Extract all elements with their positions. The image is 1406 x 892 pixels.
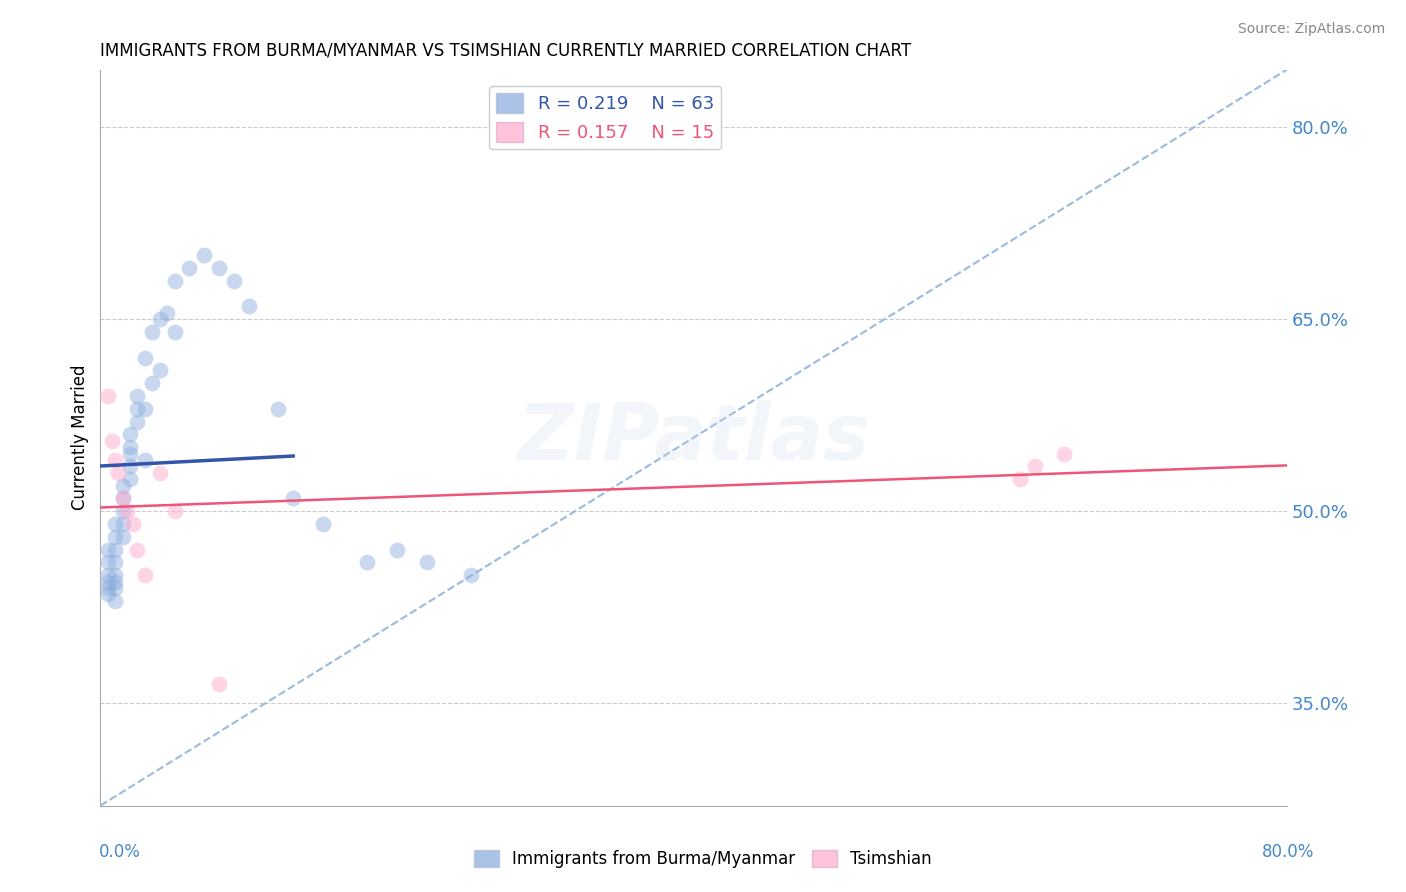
Point — [149, 312, 172, 326]
Text: 80.0%: 80.0% — [1263, 843, 1315, 861]
Point — [134, 351, 156, 365]
Point — [97, 581, 120, 595]
Point — [104, 542, 127, 557]
Point — [97, 542, 120, 557]
Point — [163, 325, 186, 339]
Point — [115, 504, 138, 518]
Text: 0.0%: 0.0% — [98, 843, 141, 861]
Point — [97, 587, 120, 601]
Text: ZIPatlas: ZIPatlas — [517, 400, 870, 475]
Point — [163, 504, 186, 518]
Point — [193, 248, 215, 262]
Text: Source: ZipAtlas.com: Source: ZipAtlas.com — [1237, 22, 1385, 37]
Point — [283, 491, 305, 506]
Point — [97, 389, 120, 403]
Point — [312, 516, 335, 531]
Point — [127, 415, 149, 429]
Point — [111, 504, 134, 518]
Point — [356, 556, 378, 570]
Point — [127, 389, 149, 403]
Point — [97, 568, 120, 582]
Point — [97, 556, 120, 570]
Point — [415, 556, 437, 570]
Point — [118, 459, 141, 474]
Point — [134, 568, 156, 582]
Point — [179, 261, 201, 276]
Point — [104, 574, 127, 589]
Point — [238, 300, 260, 314]
Point — [208, 261, 231, 276]
Point — [107, 466, 129, 480]
Point — [104, 556, 127, 570]
Point — [460, 568, 482, 582]
Point — [149, 466, 172, 480]
Point — [118, 427, 141, 442]
Legend: R = 0.219    N = 63, R = 0.157    N = 15: R = 0.219 N = 63, R = 0.157 N = 15 — [489, 86, 721, 149]
Point — [127, 542, 149, 557]
Point — [222, 274, 245, 288]
Point — [104, 568, 127, 582]
Point — [111, 516, 134, 531]
Point — [1053, 447, 1076, 461]
Point — [127, 401, 149, 416]
Point — [111, 491, 134, 506]
Point — [101, 434, 124, 448]
Point — [118, 472, 141, 486]
Point — [141, 325, 163, 339]
Point — [1024, 459, 1046, 474]
Point — [208, 677, 231, 691]
Text: IMMIGRANTS FROM BURMA/MYANMAR VS TSIMSHIAN CURRENTLY MARRIED CORRELATION CHART: IMMIGRANTS FROM BURMA/MYANMAR VS TSIMSHI… — [100, 42, 911, 60]
Point — [104, 581, 127, 595]
Point — [267, 401, 290, 416]
Point — [104, 453, 127, 467]
Point — [134, 401, 156, 416]
Point — [104, 516, 127, 531]
Point — [134, 453, 156, 467]
Point — [122, 516, 145, 531]
Y-axis label: Currently Married: Currently Married — [72, 365, 89, 510]
Point — [149, 363, 172, 377]
Point — [97, 574, 120, 589]
Legend: Immigrants from Burma/Myanmar, Tsimshian: Immigrants from Burma/Myanmar, Tsimshian — [467, 843, 939, 875]
Point — [118, 447, 141, 461]
Point — [118, 440, 141, 454]
Point — [163, 274, 186, 288]
Point — [156, 306, 179, 320]
Point — [111, 491, 134, 506]
Point — [104, 530, 127, 544]
Point — [385, 542, 408, 557]
Point — [141, 376, 163, 391]
Point — [1008, 472, 1031, 486]
Point — [111, 530, 134, 544]
Point — [111, 478, 134, 492]
Point — [104, 594, 127, 608]
